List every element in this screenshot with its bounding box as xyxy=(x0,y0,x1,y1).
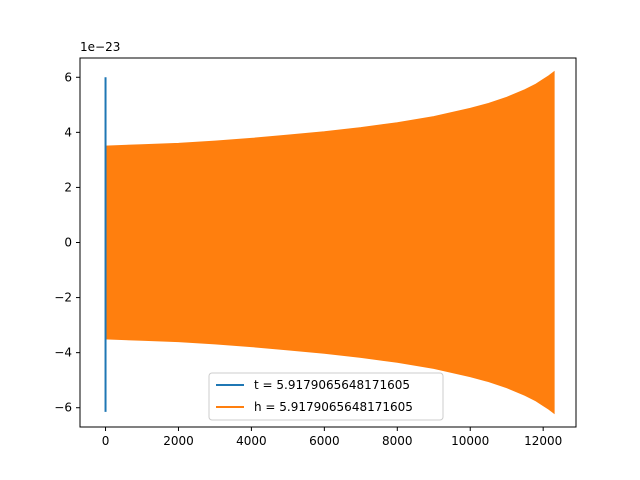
x-axis-ticks: 0 2000 4000 6000 8000 10000 12000 xyxy=(102,427,562,448)
legend-label-t: t = 5.9179065648171605 xyxy=(254,378,410,392)
y-tick-label: −6 xyxy=(54,401,72,415)
legend: t = 5.9179065648171605 h = 5.91790656481… xyxy=(208,372,444,421)
x-tick-label: 4000 xyxy=(236,434,267,448)
x-tick-label: 2000 xyxy=(163,434,194,448)
y-axis-ticks: −6 −4 −2 0 2 4 6 xyxy=(54,70,80,415)
y-tick-label: −4 xyxy=(54,346,72,360)
y-tick-label: 0 xyxy=(64,236,72,250)
y-tick-label: 2 xyxy=(64,180,72,194)
series-h-band xyxy=(105,70,555,415)
x-tick-label: 6000 xyxy=(309,434,340,448)
plot-frame xyxy=(79,57,577,428)
x-tick-label: 10000 xyxy=(451,434,489,448)
legend-box xyxy=(208,372,444,421)
y-tick-label: 4 xyxy=(64,125,72,139)
x-tick-label: 0 xyxy=(102,434,110,448)
series-layer xyxy=(104,70,555,415)
x-tick-label: 12000 xyxy=(524,434,562,448)
y-tick-label: −2 xyxy=(54,291,72,305)
legend-label-h: h = 5.9179065648171605 xyxy=(254,400,413,414)
x-tick-label: 8000 xyxy=(382,434,413,448)
y-scale-label: 1e−23 xyxy=(80,40,120,54)
y-tick-label: 6 xyxy=(64,70,72,84)
